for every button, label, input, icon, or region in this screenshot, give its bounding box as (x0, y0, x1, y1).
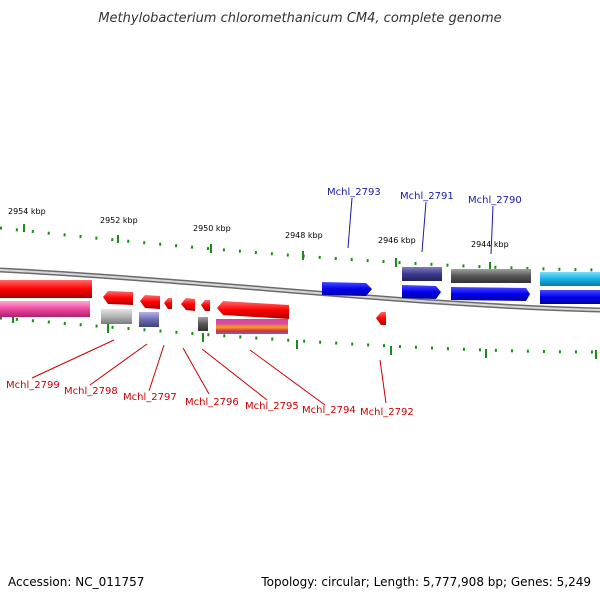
top-label-leaders (347, 197, 494, 255)
gene-mchl-2790[interactable] (451, 269, 531, 283)
reverse-genes (0, 280, 386, 334)
gene-mchl-2791-cds[interactable] (402, 285, 441, 299)
gene-mchl-2795-feature[interactable] (198, 317, 208, 331)
gene-mchl-2799-feature[interactable] (0, 301, 90, 317)
label-mchl-2791: Mchl_2791 (400, 191, 454, 202)
scale-label-2946: 2946 kbp (378, 236, 416, 245)
scale-label-2952: 2952 kbp (100, 216, 138, 225)
label-mchl-2790: Mchl_2790 (468, 195, 522, 206)
scale-label-2954: 2954 kbp (8, 207, 46, 216)
forward-genes (322, 267, 600, 304)
map-title: Methylobacterium chloromethanicum CM4, c… (98, 11, 501, 26)
label-mchl-2792: Mchl_2792 (360, 407, 414, 418)
label-mchl-2793: Mchl_2793 (327, 187, 381, 198)
gene-mchl-2790-cds[interactable] (451, 287, 530, 301)
gene-small-a[interactable] (164, 298, 172, 309)
gene-mchl-2792[interactable] (376, 312, 386, 325)
accession-text: Accession: NC_011757 (8, 575, 144, 589)
upper-major-ticks (23, 224, 491, 271)
gene-mchl-2797-feature[interactable] (139, 312, 159, 327)
label-mchl-2799: Mchl_2799 (6, 380, 60, 391)
gene-small-b[interactable] (201, 300, 210, 311)
gene-mchl-2797[interactable] (140, 295, 160, 309)
scale-label-2948: 2948 kbp (285, 231, 323, 240)
genome-backbone-highlight (0, 269, 600, 311)
label-mchl-2797: Mchl_2797 (123, 392, 177, 403)
gene-mchl-2794[interactable] (217, 301, 289, 319)
gene-right-edge-cyan (540, 272, 600, 286)
gene-mchl-2796[interactable] (181, 298, 195, 311)
label-mchl-2795: Mchl_2795 (245, 401, 299, 412)
gene-mchl-2798-feature[interactable] (101, 309, 132, 324)
bottom-label-leaders (31, 339, 387, 406)
gene-mchl-2799[interactable] (0, 280, 92, 298)
scale-label-2950: 2950 kbp (193, 224, 231, 233)
lower-scale-arc (0, 316, 600, 354)
label-mchl-2796: Mchl_2796 (185, 397, 239, 408)
gene-right-edge-blue (540, 290, 600, 304)
lower-major-ticks (12, 314, 597, 359)
label-mchl-2798: Mchl_2798 (64, 386, 118, 397)
gene-mchl-2794-feature[interactable] (216, 319, 288, 334)
genome-summary-text: Topology: circular; Length: 5,777,908 bp… (260, 575, 591, 589)
gene-mchl-2793[interactable] (322, 282, 372, 296)
gene-mchl-2798[interactable] (103, 291, 133, 305)
label-mchl-2794: Mchl_2794 (302, 405, 356, 416)
scale-label-2944: 2944 kbp (471, 240, 509, 249)
gene-mchl-2791[interactable] (402, 267, 442, 281)
